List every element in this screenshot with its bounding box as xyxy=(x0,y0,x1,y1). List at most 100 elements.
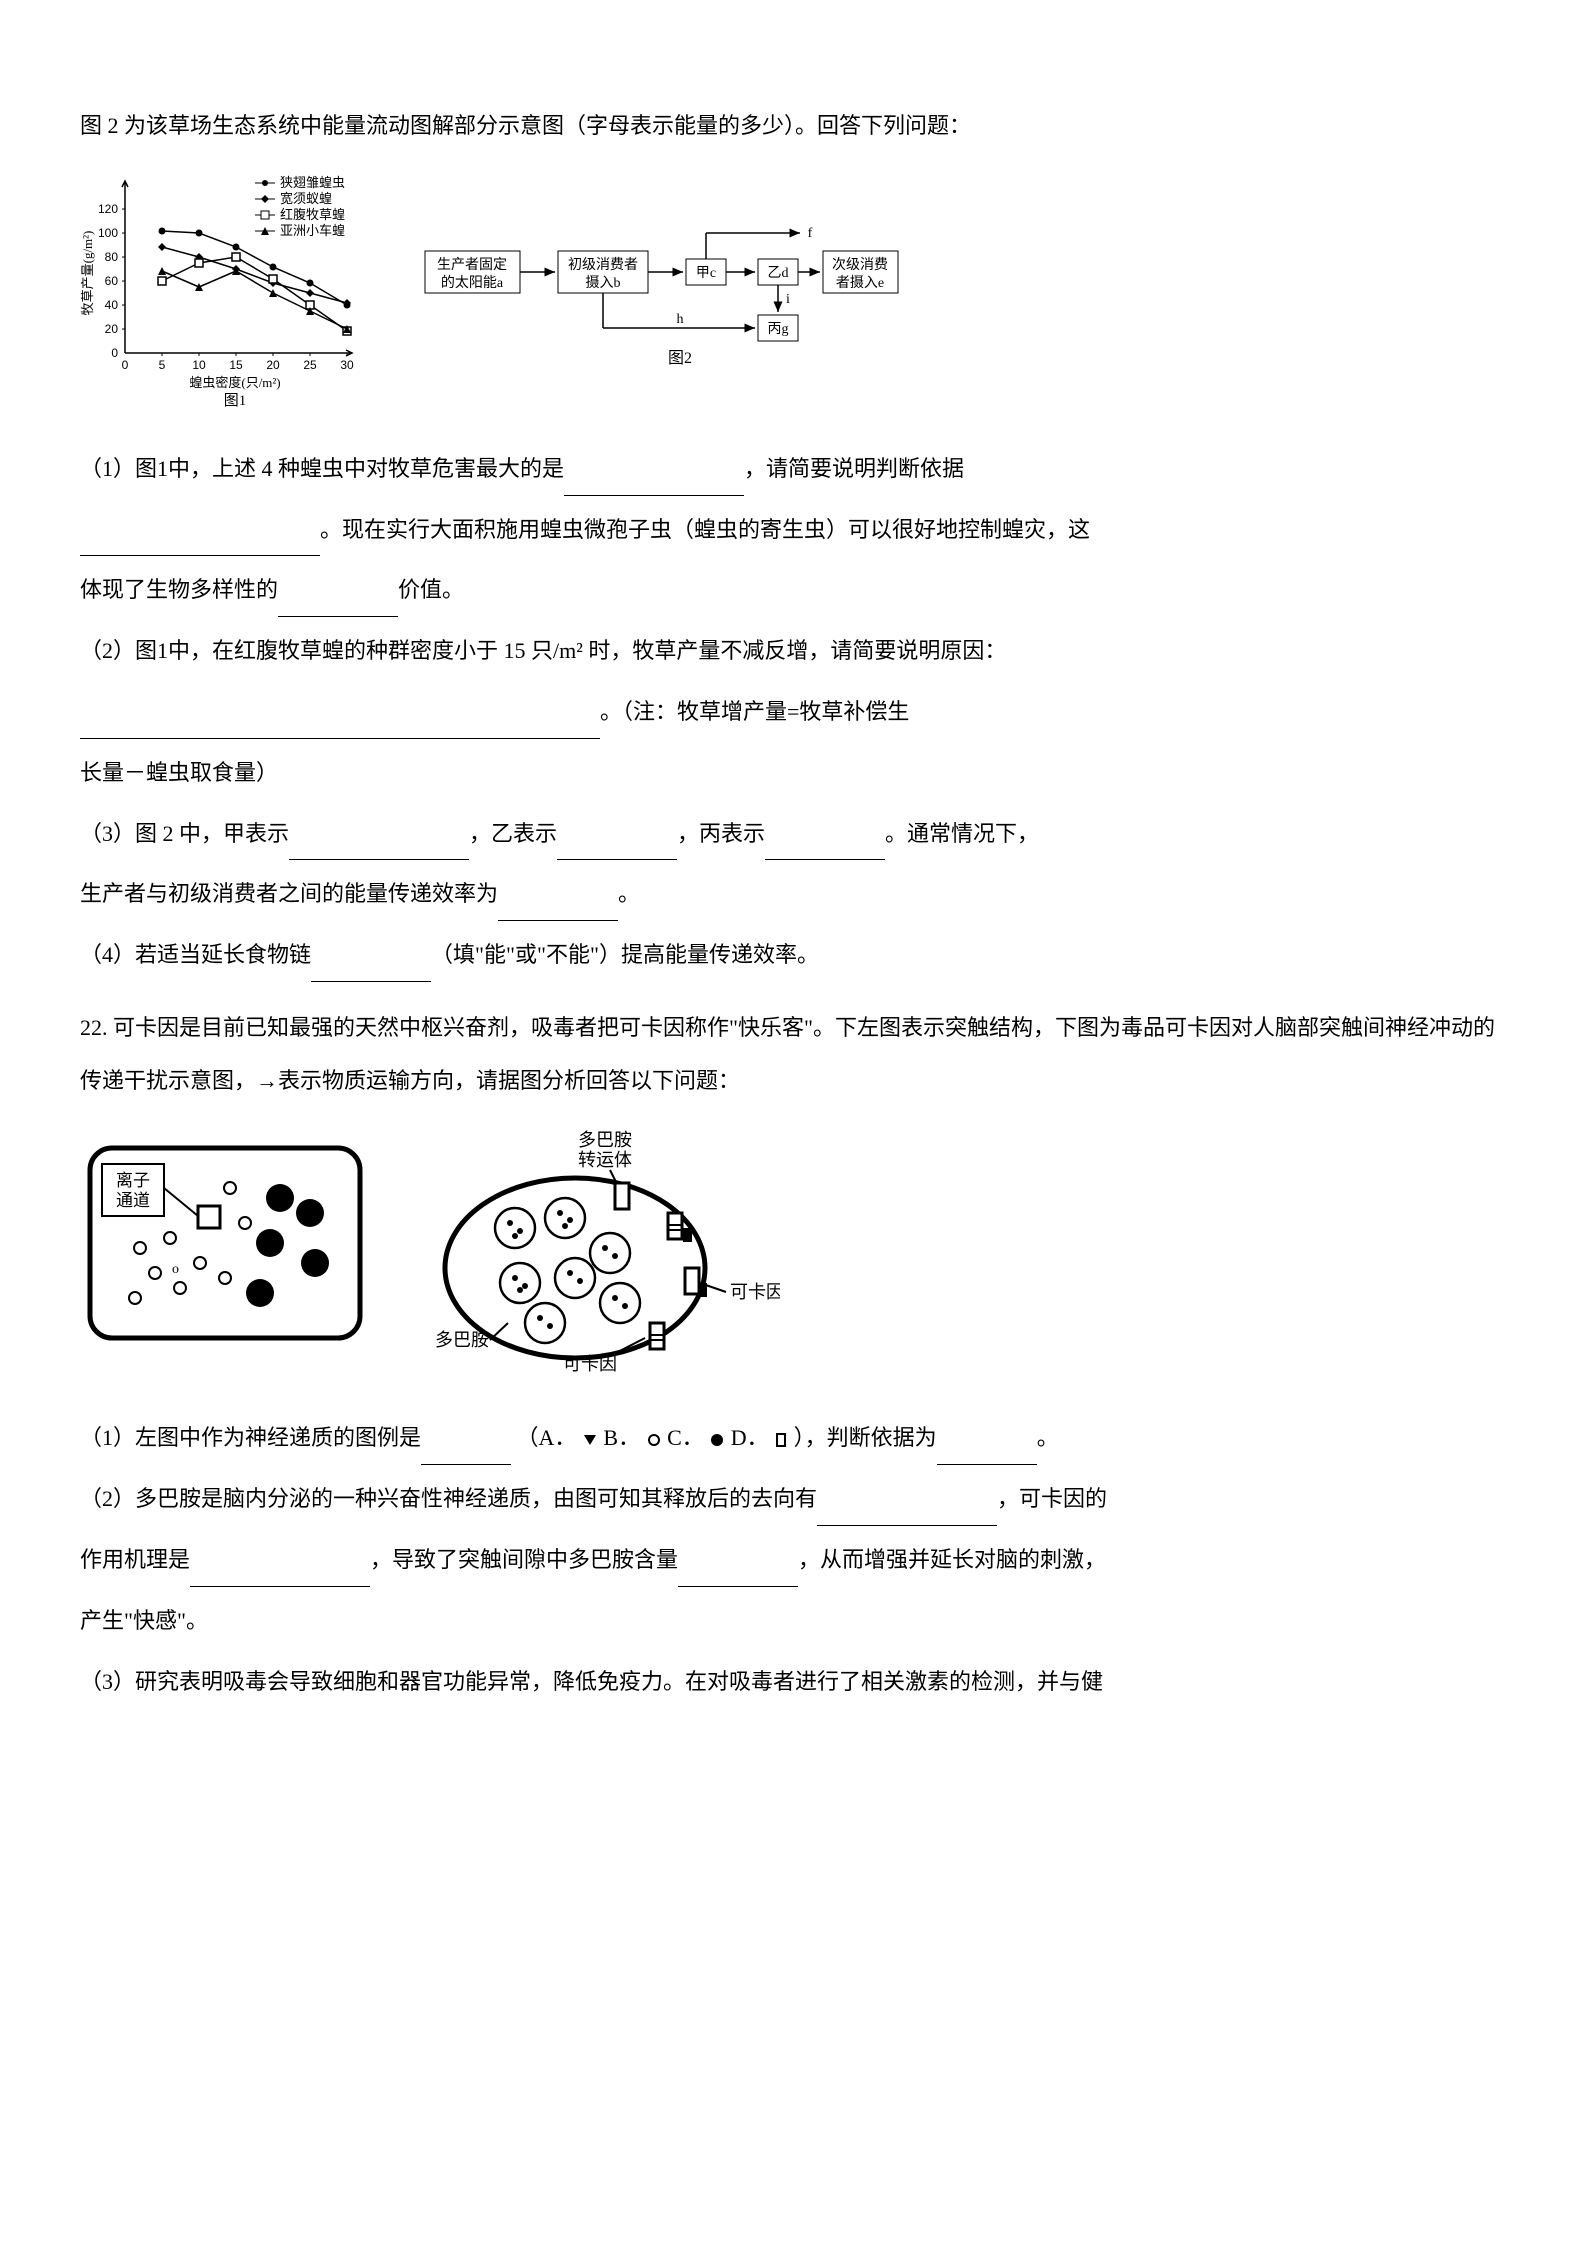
svg-text:20: 20 xyxy=(266,358,280,372)
q1-after1: ，请简要说明判断依据 xyxy=(744,456,964,481)
q2-line3: 长量－蝗虫取食量） xyxy=(80,747,1507,800)
blank[interactable] xyxy=(564,472,744,496)
q22-2-prefix: （2）多巴胺是脑内分泌的一种兴奋性神经递质，由图可知其释放后的去向有 xyxy=(80,1486,817,1511)
chart1-ylabel: 牧草产量(g/m²) xyxy=(80,230,95,315)
label-cocaine-right: 可卡因 xyxy=(730,1282,780,1302)
blank[interactable] xyxy=(80,715,600,739)
q22-1: （1）左图中作为神经递质的图例是 （A． B． C． D． ），判断依据为。 xyxy=(80,1412,1507,1465)
q2-line1: （2）图1中，在红腹牧草蝗的种群密度小于 15 只/m² 时，牧草产量不减反增，… xyxy=(80,625,1507,678)
q3-line1: （3）图 2 中，甲表示，乙表示，丙表示。通常情况下， xyxy=(80,808,1507,861)
q2-after: 。（注：牧草增产量=牧草补偿生 xyxy=(600,699,909,724)
option-b-icon xyxy=(646,1433,662,1447)
flow-svg: 生产者固定的太阳能a 初级消费者摄入b 甲c 乙d 次级消费者摄入e f 丙g … xyxy=(420,213,900,373)
blank[interactable] xyxy=(765,836,885,860)
q3-line2-after: 。 xyxy=(618,881,640,906)
q1-prefix: （1）图1中，上述 4 种蝗虫中对牧草危害最大的是 xyxy=(80,456,564,481)
q4-prefix: （4）若适当延长食物链 xyxy=(80,942,311,967)
q3-mid1: ，乙表示 xyxy=(469,821,557,846)
q22-1-end: 。 xyxy=(1037,1425,1059,1450)
chart1-xlabel: 蝗虫密度(只/m²) xyxy=(189,375,280,390)
svg-text:80: 80 xyxy=(105,250,119,264)
chart-1: 0 20 40 60 80 100 120 0 5 10 15 20 25 30 xyxy=(80,173,380,413)
q3-mid2: ，丙表示 xyxy=(677,821,765,846)
q22-2-line2-prefix: 作用机理是 xyxy=(80,1547,190,1572)
flowchart-2: 生产者固定的太阳能a 初级消费者摄入b 甲c 乙d 次级消费者摄入e f 丙g … xyxy=(420,173,1507,393)
diagrams-row: 离子 通道 o 多巴胺 转运体 xyxy=(80,1128,1507,1393)
svg-text:甲c: 甲c xyxy=(696,266,716,281)
q22-1-opts-close: ），判断依据为 xyxy=(794,1425,937,1450)
svg-text:0: 0 xyxy=(111,346,118,360)
q2-line2: 。（注：牧草增产量=牧草补偿生 xyxy=(80,686,1507,739)
blank[interactable] xyxy=(278,593,398,617)
blank[interactable] xyxy=(937,1441,1037,1465)
legend-2: 宽须蚁蝗 xyxy=(280,191,332,206)
svg-text:o: o xyxy=(172,1262,179,1277)
svg-text:通道: 通道 xyxy=(116,1191,150,1210)
intro-text: 图 2 为该草场生态系统中能量流动图解部分示意图（字母表示能量的多少）。回答下列… xyxy=(80,100,1507,153)
svg-text:20: 20 xyxy=(105,322,119,336)
q3-line2: 生产者与初级消费者之间的能量传递效率为 。 xyxy=(80,868,1507,921)
svg-text:h: h xyxy=(677,312,684,327)
q22-3: （3）研究表明吸毒会导致细胞和器官功能异常，降低免疫力。在对吸毒者进行了相关激素… xyxy=(80,1656,1507,1709)
synapse-diagram-left: 离子 通道 o xyxy=(80,1128,370,1368)
q1-line2-text: 。现在实行大面积施用蝗虫微孢子虫（蝗虫的寄生虫）可以很好地控制蝗灾，这 xyxy=(320,517,1090,542)
svg-text:f: f xyxy=(808,226,813,241)
blank[interactable] xyxy=(311,958,431,982)
svg-text:初级消费者: 初级消费者 xyxy=(568,256,638,273)
chart1-svg: 0 20 40 60 80 100 120 0 5 10 15 20 25 30 xyxy=(80,173,380,413)
svg-text:40: 40 xyxy=(105,298,119,312)
svg-text:生产者固定: 生产者固定 xyxy=(437,257,507,273)
svg-text:i: i xyxy=(786,292,790,307)
q1-line1: （1）图1中，上述 4 种蝗虫中对牧草危害最大的是 ，请简要说明判断依据 xyxy=(80,443,1507,496)
svg-text:10: 10 xyxy=(192,358,206,372)
opt-b-label: B． xyxy=(603,1425,640,1450)
legend-1: 狭翅雏蝗虫 xyxy=(280,175,345,190)
option-c-icon xyxy=(709,1433,725,1447)
blank[interactable] xyxy=(289,836,469,860)
svg-text:离子: 离子 xyxy=(116,1171,150,1190)
svg-text:15: 15 xyxy=(229,358,243,372)
label-top: 多巴胺 xyxy=(578,1130,632,1150)
label-top2: 转运体 xyxy=(578,1150,632,1170)
svg-text:5: 5 xyxy=(159,358,166,372)
chart1-caption: 图1 xyxy=(224,392,247,409)
q22-2-mid3: ，从而增强并延长对脑的刺激， xyxy=(798,1547,1106,1572)
q22-intro: 22. 可卡因是目前已知最强的天然中枢兴奋剂，吸毒者把可卡因称作"快乐客"。下左… xyxy=(80,1002,1507,1108)
legend-4: 亚洲小车蝗 xyxy=(280,223,345,238)
opt-d-label: D． xyxy=(731,1425,769,1450)
q22-2-line1: （2）多巴胺是脑内分泌的一种兴奋性神经递质，由图可知其释放后的去向有 ，可卡因的 xyxy=(80,1473,1507,1526)
q1-line3-prefix: 体现了生物多样性的 xyxy=(80,577,278,602)
q4-line: （4）若适当延长食物链 （填"能"或"不能"）提高能量传递效率。 xyxy=(80,929,1507,982)
q3-line2-prefix: 生产者与初级消费者之间的能量传递效率为 xyxy=(80,881,498,906)
svg-text:60: 60 xyxy=(105,274,119,288)
blank[interactable] xyxy=(80,532,320,556)
svg-text:25: 25 xyxy=(303,358,317,372)
blank[interactable] xyxy=(421,1441,511,1465)
blank[interactable] xyxy=(498,897,618,921)
q1-line3-after: 价值。 xyxy=(398,577,464,602)
svg-text:120: 120 xyxy=(98,202,118,216)
legend-3: 红腹牧草蝗 xyxy=(280,207,345,222)
blank[interactable] xyxy=(817,1502,997,1526)
q3-prefix: （3）图 2 中，甲表示 xyxy=(80,821,289,846)
q22-2-line3: 产生"快感"。 xyxy=(80,1595,1507,1648)
q4-mid: （填"能"或"不能"）提高能量传递效率。 xyxy=(431,942,819,967)
q22-2-mid1: ，可卡因的 xyxy=(997,1486,1107,1511)
svg-text:次级消费: 次级消费 xyxy=(832,257,888,273)
option-a-icon xyxy=(582,1433,598,1447)
svg-text:者摄入e: 者摄入e xyxy=(836,275,884,291)
opt-c-label: C． xyxy=(667,1425,704,1450)
q22-2-mid2: ，导致了突触间隙中多巴胺含量 xyxy=(370,1547,678,1572)
blank[interactable] xyxy=(557,836,677,860)
svg-text:丙g: 丙g xyxy=(768,322,789,337)
svg-text:30: 30 xyxy=(340,358,354,372)
q22-2-line2: 作用机理是 ，导致了突触间隙中多巴胺含量 ，从而增强并延长对脑的刺激， xyxy=(80,1534,1507,1587)
blank[interactable] xyxy=(190,1563,370,1587)
label-cocaine-bottom: 可卡因 xyxy=(563,1354,617,1373)
label-dopamine: 多巴胺 xyxy=(435,1330,489,1350)
blank[interactable] xyxy=(678,1563,798,1587)
svg-text:0: 0 xyxy=(122,358,129,372)
q22-1-opts-open: （A． xyxy=(517,1425,577,1450)
svg-text:的太阳能a: 的太阳能a xyxy=(441,275,504,291)
dopamine-diagram-right: 多巴胺 转运体 xyxy=(400,1128,780,1393)
